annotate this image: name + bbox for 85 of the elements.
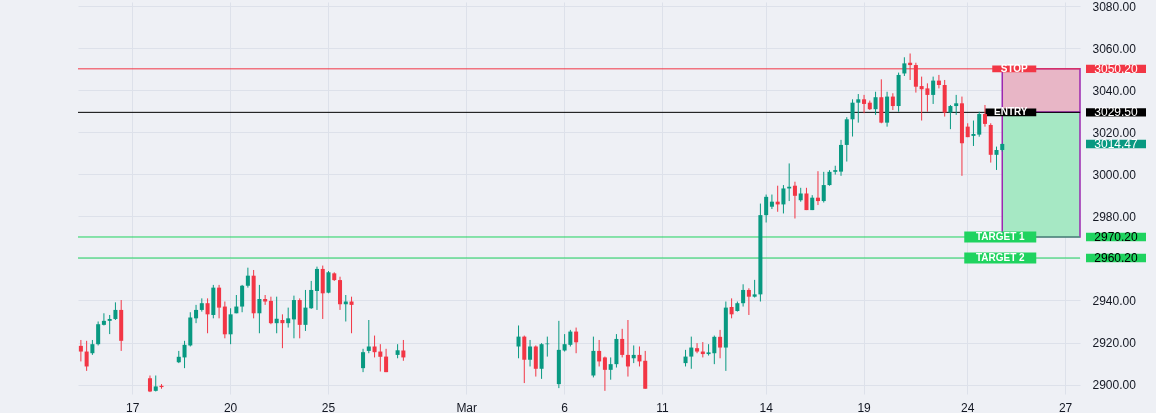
candlestick [522, 335, 527, 384]
text: 3029.50 [1094, 105, 1139, 120]
candlestick [764, 194, 769, 223]
candlestick [78, 339, 83, 362]
candlestick [769, 194, 774, 210]
candlestick [608, 356, 613, 381]
candlestick [746, 287, 751, 316]
text: 3050.20 [1094, 61, 1139, 76]
candlestick [977, 111, 982, 138]
candlestick [101, 312, 106, 326]
x-tick-label: 25 [321, 400, 336, 415]
candlestick [625, 319, 630, 378]
y-tick-label: 2920.00 [1092, 336, 1137, 350]
candlestick [378, 343, 383, 373]
candlestick [528, 339, 533, 367]
x-tick-label: 17 [126, 400, 140, 415]
text: 2960.20 [1094, 251, 1139, 266]
candlestick [620, 328, 625, 358]
candlestick [84, 340, 89, 372]
candlestick [268, 296, 273, 325]
y-tick-label: 3040.00 [1092, 83, 1137, 98]
ref-line-label: ENTRY [993, 106, 1028, 118]
candlestick [182, 340, 187, 369]
candlestick [303, 289, 308, 332]
ref-line-label: TARGET 1 [975, 230, 1026, 242]
x-tick-label: 19 [857, 400, 872, 415]
candlestick [792, 181, 797, 219]
candlestick [309, 280, 314, 310]
candlestick [574, 327, 579, 354]
y-tick-label: 2980.00 [1092, 209, 1137, 224]
x-tick-label: 6 [561, 400, 569, 415]
x-tick-label: 11 [656, 400, 670, 415]
x-tick-label: 27 [1058, 400, 1073, 415]
y-tick-label: 2900.00 [1092, 378, 1137, 393]
y-tick-label: 3000.00 [1092, 167, 1137, 182]
candlestick [637, 346, 642, 367]
ref-line-label: STOP [1000, 62, 1029, 74]
candlestick [217, 284, 222, 319]
x-tick-label: 14 [759, 400, 774, 415]
x-tick-label: 24 [961, 400, 975, 415]
candlestick [982, 104, 987, 128]
candlestick [902, 56, 907, 77]
candlestick [856, 93, 861, 124]
candlestick [689, 336, 694, 370]
candlestick [194, 304, 199, 324]
candlestick [597, 339, 602, 367]
candlestick [228, 307, 233, 345]
candlestick [781, 184, 786, 214]
candlestick [821, 171, 826, 204]
candlestick [873, 91, 878, 116]
candlestick [205, 297, 210, 334]
candlestick [361, 348, 366, 373]
text: 2970.20 [1094, 229, 1139, 244]
candlestick [948, 104, 953, 130]
candlestick [96, 320, 101, 346]
candlestick [718, 329, 723, 359]
candlestick [994, 146, 999, 171]
candlestick [280, 313, 285, 349]
candlestick [862, 94, 867, 114]
x-tick-label: Mar [456, 400, 478, 415]
candlestick [366, 319, 371, 354]
candlestick [695, 342, 700, 354]
candlestick [257, 284, 262, 334]
candlestick [291, 295, 296, 339]
candlestick [729, 297, 734, 319]
y-tick-label: 3080.00 [1092, 0, 1137, 14]
candlestick [372, 335, 377, 358]
candlestick [401, 339, 406, 362]
y-tick-label: 3060.00 [1092, 41, 1137, 56]
candlestick [954, 94, 959, 116]
candlestick [602, 356, 607, 392]
candlestick [850, 98, 855, 138]
candlestick [741, 283, 746, 308]
candlestick [107, 314, 112, 335]
candlestick [240, 284, 245, 313]
candlestick [516, 324, 521, 359]
candlestick [533, 344, 538, 378]
candlestick [314, 266, 319, 311]
candlestick [931, 76, 936, 105]
candlestick [286, 307, 291, 329]
candlestick [245, 267, 250, 289]
x-tick-label: 20 [223, 400, 238, 415]
candlestick [971, 120, 976, 147]
ref-line-label: TARGET 2 [975, 252, 1026, 264]
y-tick-label: 2940.00 [1092, 293, 1137, 308]
